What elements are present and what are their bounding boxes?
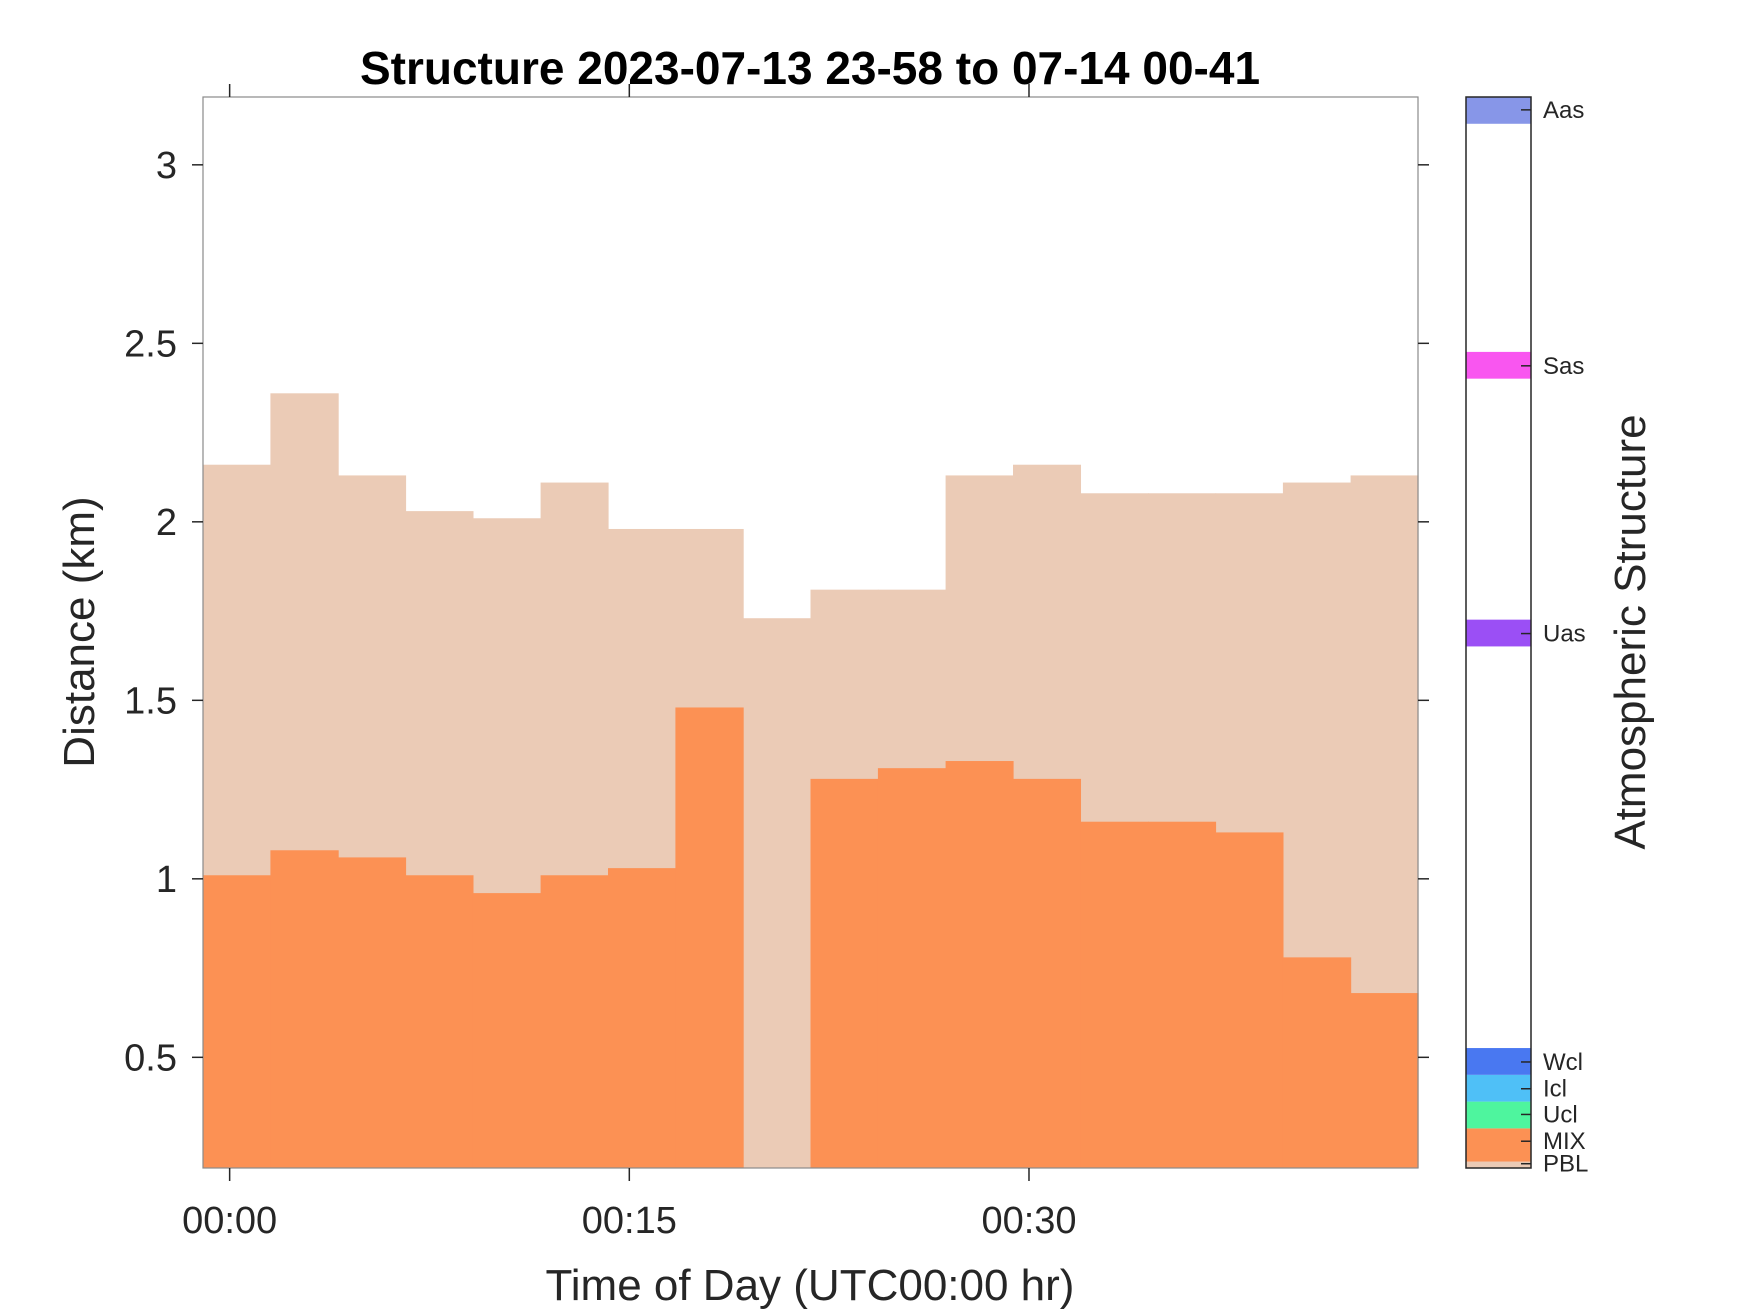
- x-tick-label: 00:30: [981, 1200, 1076, 1242]
- mix-bar: [810, 778, 879, 1168]
- colorbar-tick-label: MIX: [1543, 1128, 1586, 1155]
- mix-bar: [1148, 821, 1217, 1168]
- mix-bar: [405, 875, 474, 1168]
- mix-bar: [1282, 957, 1352, 1168]
- colorbar-band-icl: [1466, 1074, 1531, 1102]
- mix-bar: [270, 850, 339, 1168]
- colorbar-band-wcl: [1466, 1048, 1531, 1075]
- mix-bar: [1013, 778, 1082, 1168]
- mix-bar: [203, 875, 272, 1168]
- mix-bar: [675, 707, 744, 1168]
- colorbar-band-mix: [1466, 1128, 1531, 1162]
- colorbar-tick-label: Uas: [1543, 621, 1586, 648]
- y-tick-label: 2.5: [124, 323, 177, 365]
- colorbar-tick-label: Icl: [1543, 1076, 1567, 1103]
- y-tick-label: 3: [156, 145, 177, 187]
- x-tick-label: 00:00: [182, 1200, 277, 1242]
- series-mix: [203, 707, 1419, 1168]
- plot-area: [203, 393, 1419, 1169]
- y-axis-label: Distance (km): [55, 496, 104, 767]
- colorbar-tick-label: Wcl: [1543, 1049, 1583, 1076]
- y-axis: 0.5 1 1.5 2 2.5 3: [124, 145, 1429, 1079]
- mix-bar: [540, 875, 609, 1168]
- colorbar-tick-label: Ucl: [1543, 1101, 1578, 1128]
- pbl-bar: [743, 618, 812, 1168]
- y-tick-label: 2: [156, 502, 177, 544]
- colorbar-band-pbl: [1466, 1161, 1531, 1168]
- mix-bar: [472, 893, 542, 1168]
- mix-bar: [877, 768, 947, 1168]
- colorbar-tick-label: PBL: [1543, 1151, 1588, 1178]
- x-tick-label: 00:15: [582, 1200, 677, 1242]
- colorbar-label: Atmospheric Structure: [1606, 414, 1655, 849]
- y-tick-label: 1: [156, 859, 177, 901]
- colorbar-band-aas: [1466, 97, 1531, 124]
- chart-title: Structure 2023-07-13 23-58 to 07-14 00-4…: [360, 42, 1260, 94]
- mix-bar: [338, 857, 407, 1168]
- colorbar-frame: [1465, 96, 1532, 1169]
- colorbar-tick-label: Sas: [1543, 353, 1584, 380]
- mix-bar: [1215, 832, 1284, 1168]
- x-axis-label: Time of Day (UTC00:00 hr): [546, 1261, 1075, 1310]
- mix-bar: [1350, 993, 1419, 1168]
- plot-frame: [202, 96, 1419, 1169]
- y-tick-label: 0.5: [124, 1037, 177, 1079]
- x-axis: 00:00 00:15 00:30: [182, 84, 1077, 1242]
- y-tick-label: 1.5: [124, 680, 177, 722]
- mix-bar: [1080, 821, 1149, 1168]
- colorbar-band-ucl: [1466, 1101, 1531, 1129]
- colorbar-band-uas: [1466, 619, 1531, 647]
- colorbar-tick-label: Aas: [1543, 97, 1584, 124]
- mix-bar: [945, 761, 1014, 1168]
- colorbar-band-sas: [1466, 351, 1531, 379]
- mix-bar: [608, 868, 677, 1168]
